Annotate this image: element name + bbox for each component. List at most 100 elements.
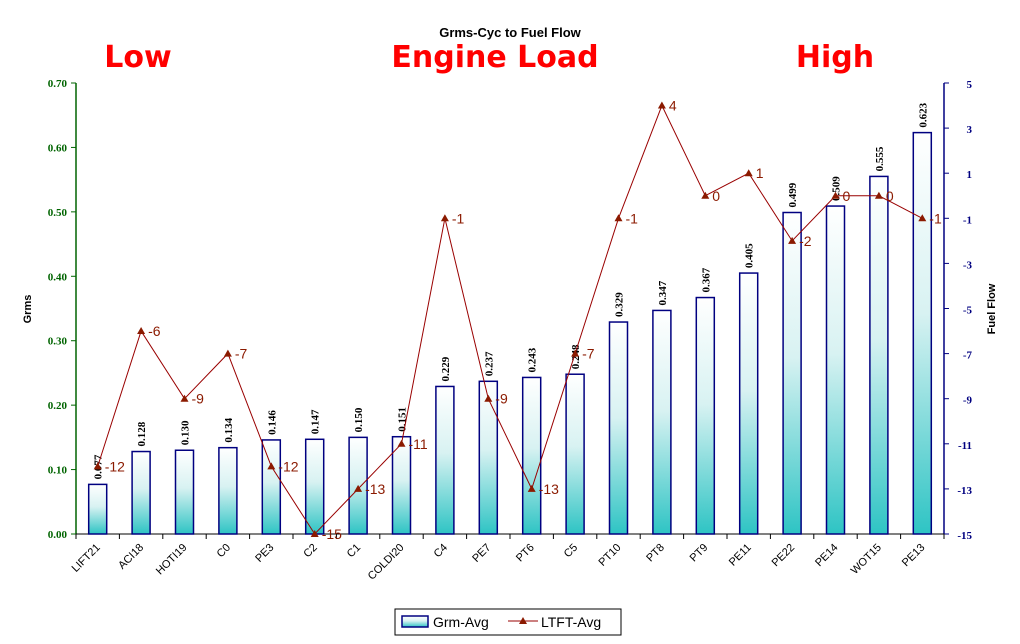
x-category-label: HOTI19 xyxy=(154,542,190,578)
y-tick-label: 0.00 xyxy=(48,529,68,541)
ltft-value-label: 0 xyxy=(886,188,894,204)
ltft-value-label: -15 xyxy=(322,526,342,542)
y-tick-label: 0.30 xyxy=(48,336,68,348)
bar-value-label: 0.128 xyxy=(136,421,148,446)
ltft-value-label: 0 xyxy=(843,188,851,204)
y2-axis-title: Fuel Flow xyxy=(986,283,998,334)
ltft-value-label: -13 xyxy=(365,481,385,497)
bar-grm-avg xyxy=(608,321,629,535)
bar-value-label: 0.347 xyxy=(657,280,669,305)
legend: Grm-Avg LTFT-Avg xyxy=(394,608,622,636)
x-category-label: PT9 xyxy=(688,542,711,565)
x-category-label: C5 xyxy=(562,542,580,560)
x-category-label: PE22 xyxy=(770,542,798,570)
ltft-value-label: -12 xyxy=(105,458,125,474)
ltft-avg-line xyxy=(97,104,923,535)
bar-grm-avg xyxy=(521,376,542,535)
ltft-avg-marker xyxy=(527,484,536,492)
bar-grm-avg xyxy=(869,175,889,535)
bar-grm-avg xyxy=(695,296,716,535)
ltft-avg-marker xyxy=(831,191,840,199)
ltft-value-label: -6 xyxy=(148,323,161,339)
bar-grm-avg xyxy=(261,439,282,535)
bar-grm-avg xyxy=(565,373,585,535)
plot-area: 0.000.100.200.300.400.500.600.70-15-13-1… xyxy=(48,78,973,583)
x-category-label: PE14 xyxy=(813,542,841,570)
ltft-avg-marker xyxy=(918,214,927,222)
ltft-value-label: -9 xyxy=(192,391,205,407)
bar-grm-avg xyxy=(87,483,108,535)
ltft-avg-marker xyxy=(614,214,623,222)
x-category-label: C4 xyxy=(432,542,450,560)
bar-value-label: 0.405 xyxy=(744,243,756,268)
ltft-value-label: -13 xyxy=(539,481,559,497)
ltft-value-label: -7 xyxy=(582,346,595,362)
bar-value-label: 0.229 xyxy=(440,356,452,381)
ltft-avg-marker xyxy=(310,530,319,537)
y2-tick-label: -11 xyxy=(958,440,972,452)
y2-tick-label: -9 xyxy=(963,395,973,407)
bar-value-label: 0.499 xyxy=(787,182,799,207)
ltft-value-label: -1 xyxy=(626,210,639,226)
y-tick-label: 0.40 xyxy=(48,271,68,283)
ltft-value-label: -2 xyxy=(799,233,812,249)
ltft-avg-marker xyxy=(657,101,666,109)
ltft-avg-marker xyxy=(744,169,753,177)
bar-grm-avg xyxy=(782,211,802,535)
y2-tick-label: -1 xyxy=(963,214,972,226)
bar-grm-avg xyxy=(652,309,672,535)
legend-swatch-ltft-avg-marker xyxy=(519,617,527,624)
ltft-avg-marker xyxy=(180,394,189,402)
legend-label-grm-avg: Grm-Avg xyxy=(433,614,489,630)
ltft-value-label: -1 xyxy=(929,210,942,226)
chart-title: Grms-Cyc to Fuel Flow xyxy=(439,25,581,40)
legend-label-ltft-avg: LTFT-Avg xyxy=(541,614,601,630)
ltft-avg-marker xyxy=(440,214,449,222)
bar-grm-avg xyxy=(738,272,759,535)
x-category-label: PE7 xyxy=(470,542,493,565)
y2-tick-label: 3 xyxy=(967,124,973,136)
ltft-value-label: -1 xyxy=(452,210,465,226)
ltft-value-label: -11 xyxy=(409,436,428,452)
x-category-label: PE13 xyxy=(900,542,928,570)
y-tick-label: 0.60 xyxy=(48,142,68,154)
bar-value-label: 0.367 xyxy=(700,267,712,292)
legend-box xyxy=(394,608,622,636)
ltft-value-label: -9 xyxy=(495,391,508,407)
ltft-value-label: 4 xyxy=(669,98,677,114)
x-category-label: PT6 xyxy=(514,542,537,565)
bar-grm-avg xyxy=(825,205,846,535)
bar-grm-avg xyxy=(912,131,933,535)
y-tick-label: 0.20 xyxy=(48,400,68,412)
zone-label-high: High xyxy=(796,40,874,75)
x-category-label: LIFT21 xyxy=(70,542,103,575)
y-tick-label: 0.10 xyxy=(48,465,68,477)
bar-value-label: 0.134 xyxy=(223,417,235,442)
y2-tick-label: 1 xyxy=(967,169,973,181)
bar-grm-avg xyxy=(174,449,195,535)
bar-grm-avg xyxy=(131,450,151,535)
y-tick-label: 0.50 xyxy=(48,207,68,219)
y2-tick-label: -13 xyxy=(957,485,972,497)
x-category-label: ACI18 xyxy=(116,542,146,572)
bar-value-label: 0.329 xyxy=(614,292,626,317)
ltft-avg-marker xyxy=(223,349,232,357)
y-tick-label: 0.70 xyxy=(48,78,68,90)
bar-grm-avg xyxy=(478,380,499,535)
ltft-value-label: 0 xyxy=(712,188,720,204)
bar-value-label: 0.130 xyxy=(180,420,192,445)
y2-tick-label: -15 xyxy=(957,530,972,542)
bar-value-label: 0.150 xyxy=(353,407,365,432)
x-category-label: PT8 xyxy=(644,542,667,565)
ltft-value-label: -7 xyxy=(235,346,248,362)
ltft-avg-marker xyxy=(267,462,276,470)
x-category-label: PE11 xyxy=(727,542,754,569)
ltft-avg-marker xyxy=(93,462,102,470)
y2-tick-label: -3 xyxy=(963,259,973,271)
bar-value-label: 0.509 xyxy=(831,176,843,201)
bar-value-label: 0.146 xyxy=(266,410,278,435)
bar-value-label: 0.237 xyxy=(483,351,495,376)
bar-grm-avg xyxy=(304,438,325,535)
bar-grm-avg xyxy=(218,446,238,535)
